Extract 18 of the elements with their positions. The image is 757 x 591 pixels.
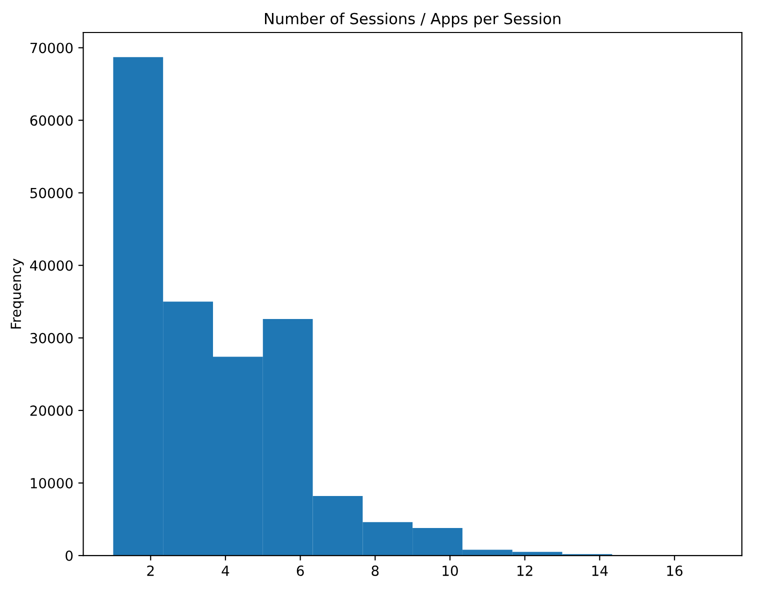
y-tick-label: 10000 [30, 478, 73, 488]
y-tick-label: 40000 [30, 260, 73, 271]
x-tick-label: 16 [667, 566, 682, 576]
chart-title: Number of Sessions / Apps per Session [265, 12, 560, 28]
x-tick-label: 4 [222, 566, 230, 576]
x-tick-label: 12 [518, 566, 532, 576]
y-axis-title: Frequency [10, 258, 24, 329]
y-tick-label: 50000 [30, 188, 73, 198]
y-tick-label: 60000 [30, 115, 73, 126]
y-tick-label: 0 [66, 550, 73, 562]
x-tick-label: 6 [296, 566, 304, 576]
x-tick-label: 10 [442, 566, 458, 576]
y-tick-label: 70000 [30, 42, 73, 54]
x-tick-label: 2 [147, 566, 154, 576]
x-tick-label: 8 [372, 566, 379, 576]
y-tick-label: 30000 [30, 332, 73, 344]
y-tick-label: 20000 [30, 405, 73, 416]
x-tick-label: 14 [592, 566, 608, 576]
